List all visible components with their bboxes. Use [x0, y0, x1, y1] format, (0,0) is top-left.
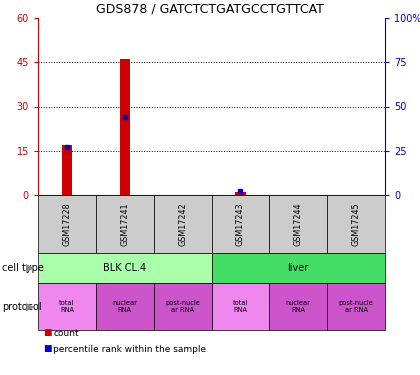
Text: GSM17243: GSM17243 — [236, 202, 245, 246]
Text: ▶: ▶ — [26, 263, 34, 273]
Text: GSM17242: GSM17242 — [178, 202, 187, 246]
Bar — [62, 145, 72, 195]
Text: count: count — [53, 328, 79, 338]
Text: ■: ■ — [43, 328, 52, 338]
Text: GSM17245: GSM17245 — [352, 202, 361, 246]
Text: total
RNA: total RNA — [233, 300, 248, 313]
Text: total
RNA: total RNA — [59, 300, 75, 313]
Text: post-nucle
ar RNA: post-nucle ar RNA — [165, 300, 200, 313]
Text: post-nucle
ar RNA: post-nucle ar RNA — [339, 300, 373, 313]
Text: GDS878 / GATCTCTGATGCCTGTTCAT: GDS878 / GATCTCTGATGCCTGTTCAT — [96, 2, 324, 15]
Text: GSM17241: GSM17241 — [120, 202, 129, 246]
Text: GSM17244: GSM17244 — [294, 202, 303, 246]
Bar — [120, 59, 130, 195]
Text: BLK CL.4: BLK CL.4 — [103, 263, 146, 273]
Text: cell type: cell type — [2, 263, 44, 273]
Bar — [235, 192, 246, 195]
Text: ■: ■ — [43, 345, 52, 354]
Text: GSM17228: GSM17228 — [63, 202, 71, 246]
Text: liver: liver — [288, 263, 309, 273]
Text: nuclear
RNA: nuclear RNA — [112, 300, 137, 313]
Text: protocol: protocol — [2, 302, 42, 312]
Text: percentile rank within the sample: percentile rank within the sample — [53, 345, 206, 354]
Text: nuclear
RNA: nuclear RNA — [286, 300, 311, 313]
Text: ▶: ▶ — [26, 302, 34, 312]
